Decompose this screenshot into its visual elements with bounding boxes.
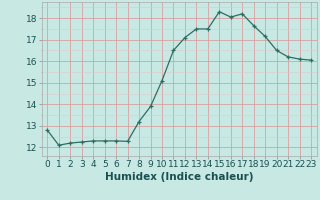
- X-axis label: Humidex (Indice chaleur): Humidex (Indice chaleur): [105, 172, 253, 182]
